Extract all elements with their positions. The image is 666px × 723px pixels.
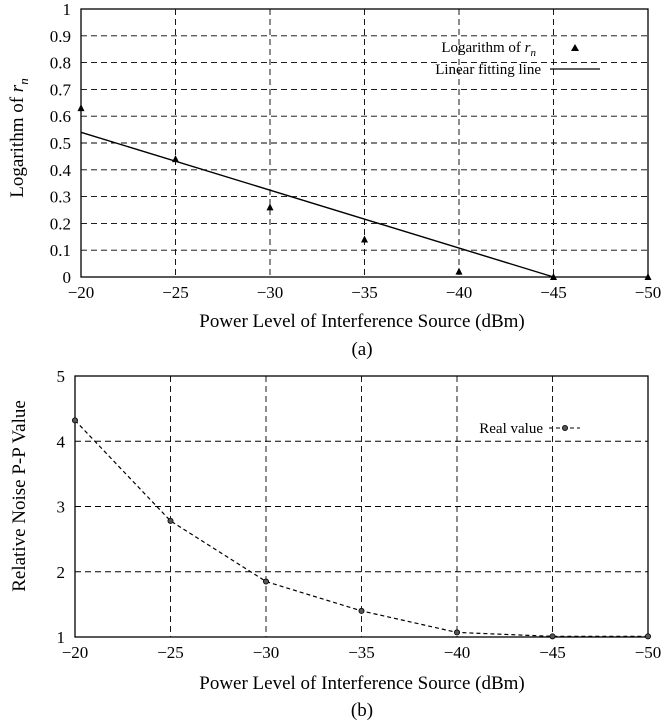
chart-b-y-ticks: 1 2 3 4 5: [57, 367, 66, 647]
chart-a-y-tick-label: 1: [63, 0, 72, 19]
chart-a-y-tick-label: 0.1: [50, 241, 71, 260]
chart-b-y-tick-label: 5: [57, 367, 66, 386]
chart-b-series: [72, 417, 652, 640]
chart-a-x-ticks: −20 −25 −30 −35 −40 −45 −50: [68, 283, 662, 302]
chart-a-x-tick-label: −30: [257, 283, 284, 302]
chart-a-y-tick-label: 0.9: [50, 27, 71, 46]
chart-b-legend-marker: [562, 424, 569, 431]
chart-a-y-tick-label: 0.8: [50, 54, 71, 73]
chart-a-y-tick-label: 0: [63, 268, 72, 287]
chart-a-data-point: [455, 267, 463, 275]
chart-a-legend-triangle-marker: [571, 44, 579, 51]
chart-b-legend: Real value: [479, 421, 580, 437]
chart-b-x-tick-label: −30: [253, 643, 280, 662]
chart-a-y-tick-label: 0.5: [50, 134, 71, 153]
chart-a-plot-area: [80, 8, 649, 278]
chart-a-y-ticks: 0 0.1 0.2 0.3 0.4 0.5 0.6 0.7 0.8 0.9 1: [50, 0, 72, 287]
chart-b-y-tick-label: 1: [57, 628, 66, 647]
chart-a-legend: Logarithm of rn Linear fitting line: [435, 40, 600, 78]
chart-a-y-tick-label: 0.3: [50, 188, 71, 207]
chart-b-data-point: [167, 517, 174, 524]
chart-b-x-tick-label: −45: [539, 643, 566, 662]
chart-b-x-tick-label: −25: [157, 643, 184, 662]
chart-b-y-tick-label: 2: [57, 563, 66, 582]
chart-a-y-tick-label: 0.2: [50, 214, 71, 233]
chart-a: 00.10.20.30.40.50.60.70.80.91 −20 −25 −30−…: [7, 0, 661, 360]
chart-a-caption: (a): [351, 339, 372, 360]
chart-b-x-tick-label: −40: [444, 643, 471, 662]
chart-a-x-tick-label: −40: [446, 283, 473, 302]
chart-b-data-point: [645, 633, 652, 640]
chart-a-data-point: [266, 203, 274, 211]
chart-b-y-tick-label: 3: [57, 498, 66, 517]
chart-b-x-tick-label: −50: [635, 643, 662, 662]
chart-a-x-tick-label: −35: [351, 283, 378, 302]
chart-a-y-tick-label: 0.7: [50, 80, 72, 99]
chart-a-data-point: [77, 104, 85, 112]
chart-b-legend-label: Real value: [479, 421, 543, 437]
chart-a-x-tick-label: −45: [540, 283, 567, 302]
chart-b-data-point: [262, 578, 269, 585]
chart-a-legend-label-line: Linear fitting line: [435, 62, 541, 78]
chart-a-y-tick-label: 0.6: [50, 107, 71, 126]
chart-b-ylabel: Relative Noise P-P Value: [9, 400, 30, 592]
chart-b-xlabel: Power Level of Interference Source (dBm): [199, 673, 525, 694]
chart-a-data-point: [361, 235, 368, 243]
chart-a-x-tick-label: −50: [635, 283, 662, 302]
chart-a-series: [77, 104, 652, 280]
chart-a-x-tick-label: −25: [162, 283, 189, 302]
chart-b-data-point: [549, 633, 556, 640]
chart-a-grid: [81, 9, 648, 277]
chart-a-xlabel: Power Level of Interference Source (dBm): [199, 311, 525, 332]
chart-b-y-tick-label: 4: [57, 432, 66, 451]
chart-b-x-ticks: −20 −25 −30 −35 −40 −45 −50: [62, 643, 662, 662]
chart-a-x-tick-label: −20: [68, 283, 95, 302]
chart-b-grid: [75, 376, 648, 637]
chart-a-legend-label-triangle: Logarithm of rn: [441, 40, 536, 59]
chart-b-data-point: [453, 629, 460, 636]
chart-a-y-tick-label: 0.4: [50, 161, 72, 180]
chart-b-x-tick-label: −35: [348, 643, 375, 662]
chart-a-series-1-line: [80, 131, 554, 278]
chart-b-caption: (b): [351, 700, 373, 721]
chart-b-x-tick-label: −20: [62, 643, 89, 662]
chart-a-data-point: [644, 273, 652, 280]
chart-b: 1 2 3 4 5 −20 −25 −30 −35 −40 −45 −50 Real value R…: [9, 367, 661, 721]
chart-b-plot-area: [74, 375, 649, 638]
chart-b-data-point: [358, 607, 365, 614]
chart-a-ylabel: Logarithm of rn: [7, 78, 31, 197]
chart-b-data-point: [72, 417, 79, 424]
